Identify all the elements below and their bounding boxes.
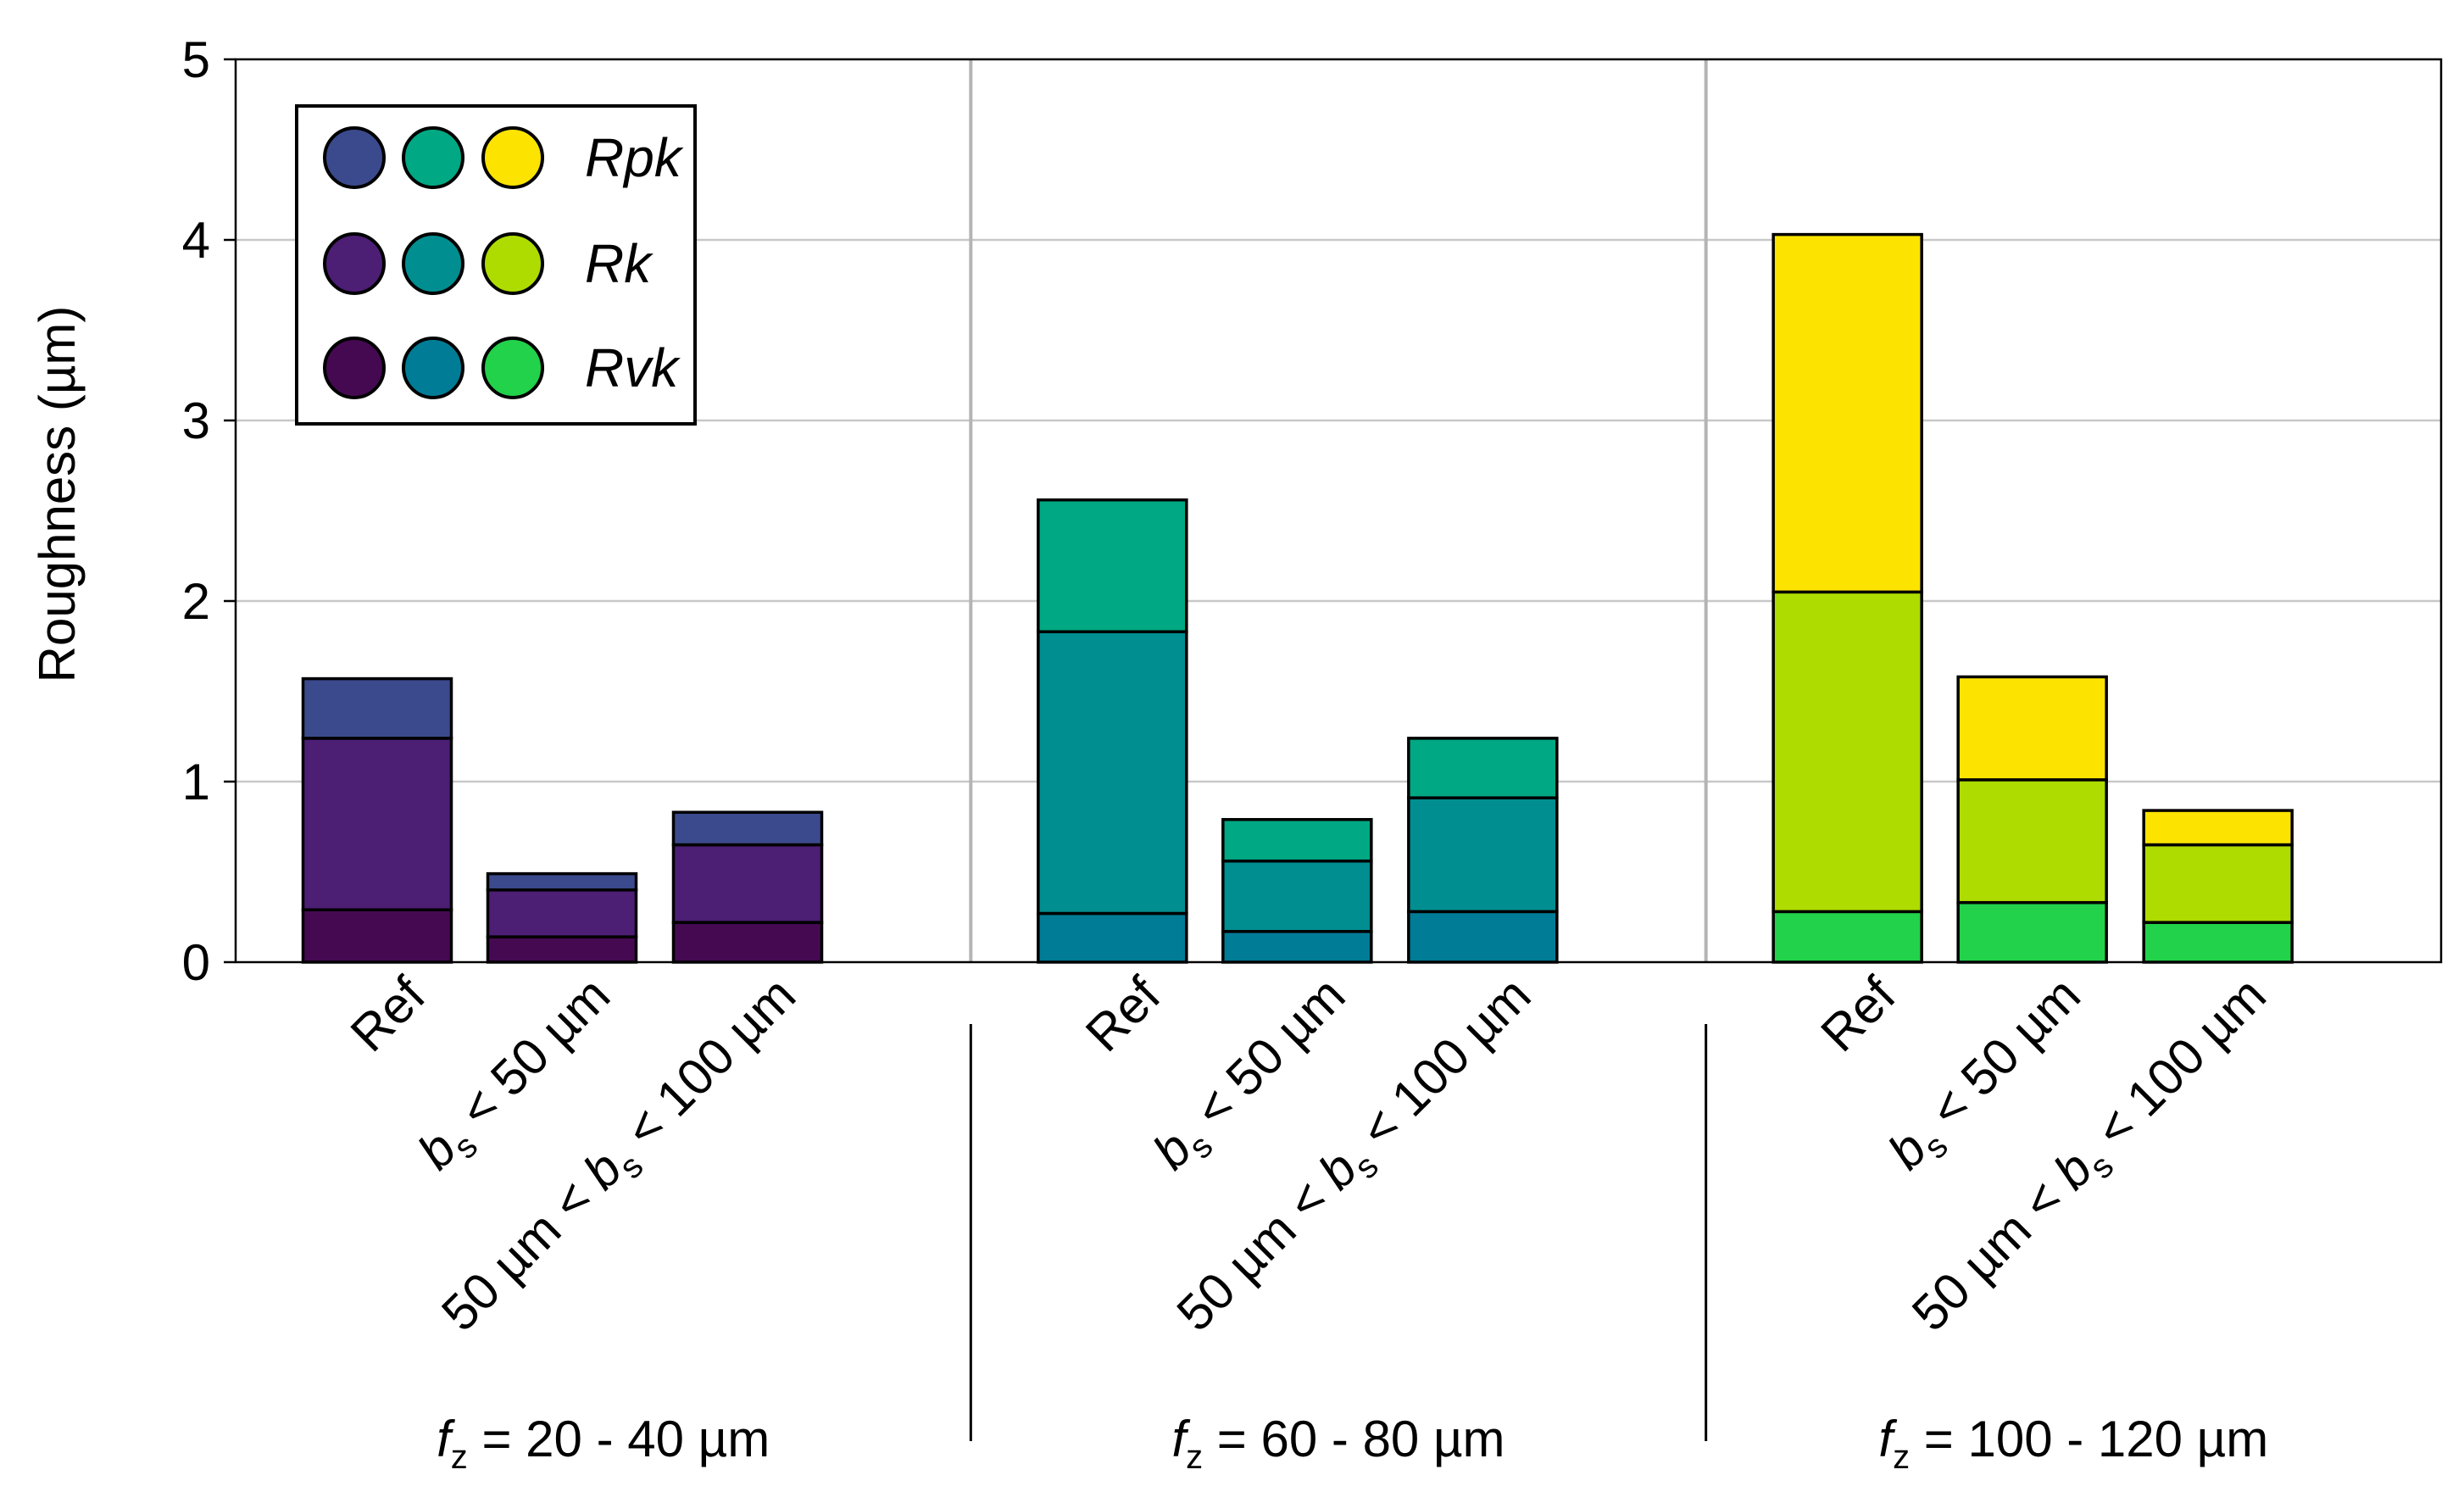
bar-series (301, 232, 2294, 964)
y-tick-label: 0 (182, 934, 210, 991)
group-label: fz = 60 - 80 µm (1171, 1411, 1505, 1476)
plot-frame (234, 58, 2443, 964)
legend-swatch-rvk (402, 337, 464, 399)
y-tick-label: 1 (182, 754, 210, 810)
bar-segment-rvk (671, 921, 824, 964)
bar-segment-rk (2142, 843, 2294, 924)
legend-swatch-rk (323, 232, 386, 295)
legend-swatch-rk (481, 232, 544, 295)
bar-segment-rvk (2142, 921, 2294, 964)
bar-segment-rvk (1037, 911, 1188, 964)
bar-segment-rvk (1956, 900, 2108, 964)
bar-segment-rpk (1956, 675, 2108, 782)
bar-segment-rk (1221, 859, 1373, 933)
bar-segment-rpk (486, 871, 638, 892)
bar-segment-rk (301, 737, 453, 911)
bar-segment-rpk (2142, 809, 2294, 847)
legend-label: Rvk (585, 337, 681, 398)
y-axis-ticks: 0 1 2 3 4 5 (182, 31, 236, 991)
bar-segment-rpk (671, 810, 824, 847)
category-label: 50 µm < bs < 100 µm (431, 966, 812, 1348)
legend-label: Rpk (585, 127, 684, 188)
bar-segment-rk (486, 888, 638, 938)
y-tick-label: 2 (182, 573, 210, 630)
bar-segment-rpk (301, 676, 453, 740)
legend: Rpk Rk Rvk (295, 104, 697, 426)
legend-swatch-rvk (323, 337, 386, 399)
bar-segment-rvk (1221, 930, 1373, 964)
plot-border (234, 58, 2443, 964)
group-label: fz = 100 - 120 µm (1878, 1411, 2268, 1476)
category-label: 50 µm < bs < 100 µm (1901, 966, 2283, 1348)
legend-swatch-rpk (402, 126, 464, 189)
legend-swatch-rpk (323, 126, 386, 189)
bar-segment-rvk (1407, 910, 1559, 964)
bar-segment-rpk (1037, 498, 1188, 633)
bar-segment-rvk (486, 935, 638, 964)
legend-swatch-rvk (481, 337, 544, 399)
bar-segment-rpk (1772, 232, 1923, 594)
group-label: fz = 20 - 40 µm (437, 1411, 770, 1476)
y-tick-label: 4 (182, 212, 210, 269)
legend-swatch-rpk (481, 126, 544, 189)
bar-segment-rk (1772, 590, 1923, 914)
legend-label: Rk (585, 233, 654, 294)
category-label: Ref (1810, 966, 1906, 1063)
bar-segment-rvk (301, 908, 453, 964)
y-axis-label: Roughness (µm) (29, 306, 86, 683)
bar-segment-rk (671, 843, 824, 924)
category-label: Ref (1075, 966, 1171, 1063)
group-labels: fz = 20 - 40 µm fz = 60 - 80 µm fz = 100 -… (437, 1411, 2268, 1476)
category-label: 50 µm < bs < 100 µm (1166, 966, 1548, 1348)
y-tick-label: 5 (182, 31, 210, 88)
category-label: Ref (340, 966, 437, 1063)
bar-segment-rk (1407, 796, 1559, 914)
bar-segment-rk (1037, 630, 1188, 916)
bar-segment-rpk (1407, 737, 1559, 799)
bar-segment-rvk (1772, 910, 1923, 964)
bar-segment-rpk (1221, 817, 1373, 863)
legend-swatch-rk (402, 232, 464, 295)
bar-segment-rk (1956, 778, 2108, 905)
y-tick-label: 3 (182, 392, 210, 449)
